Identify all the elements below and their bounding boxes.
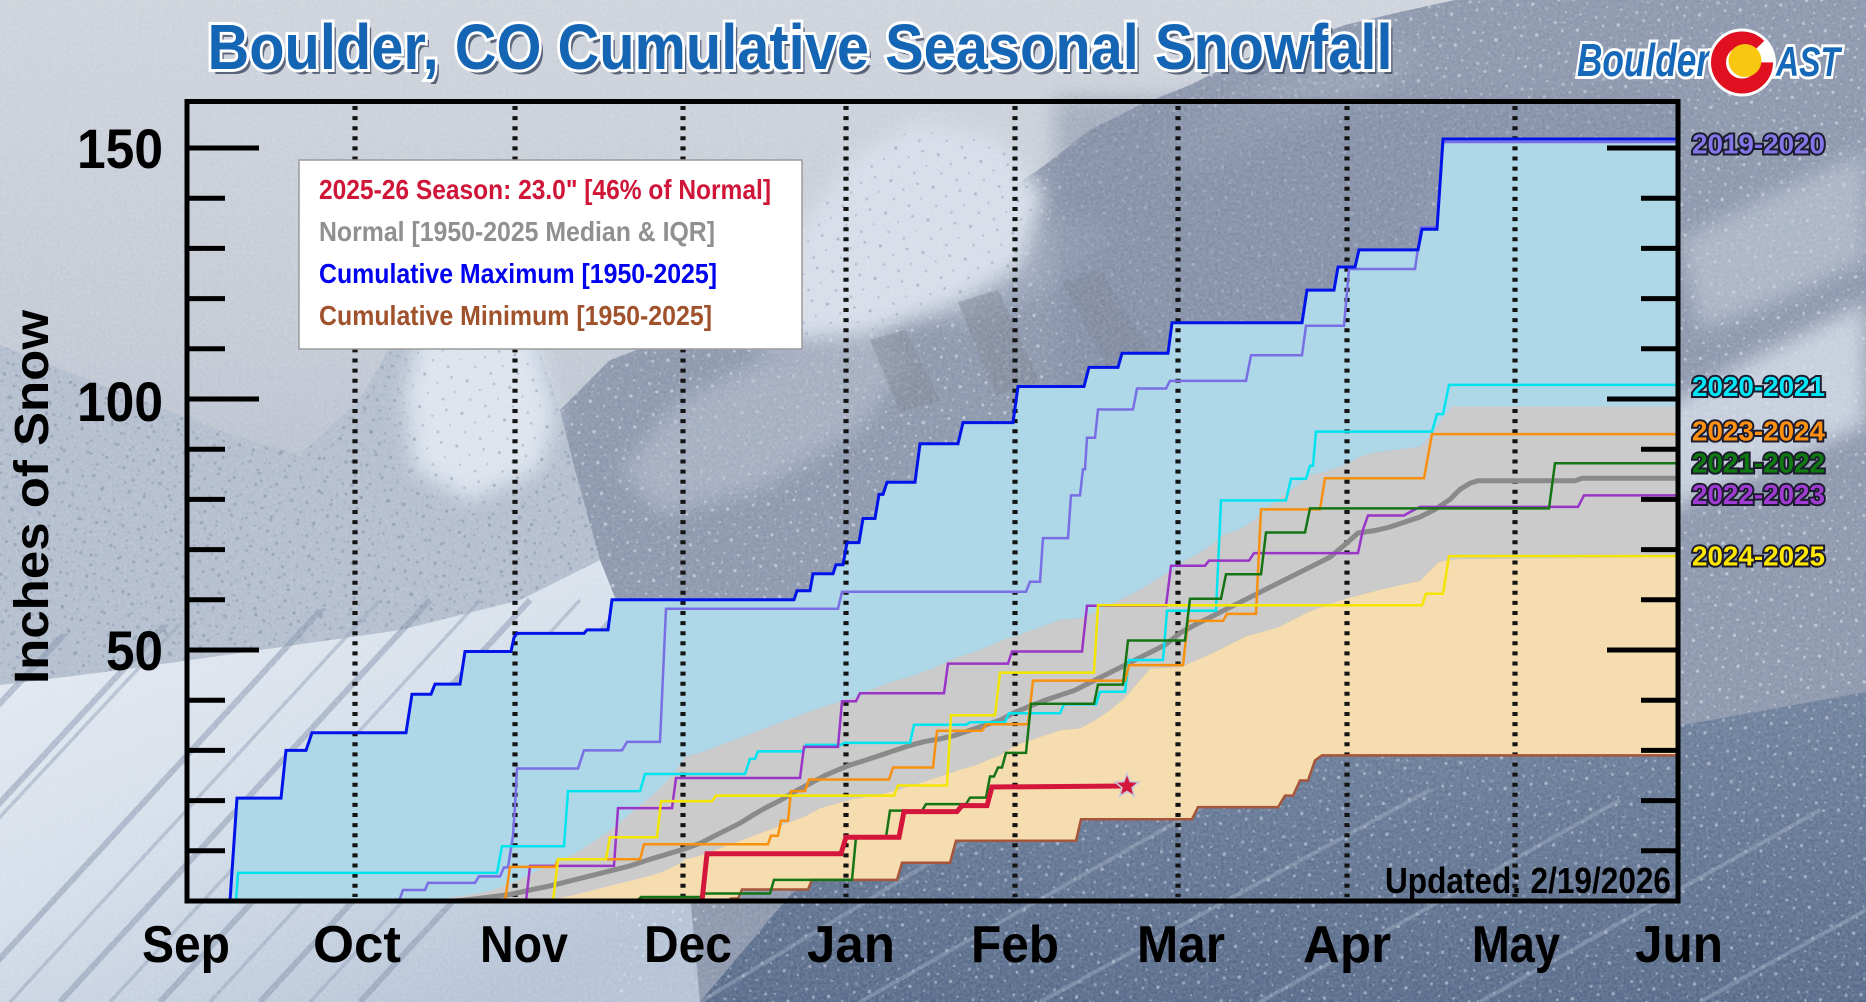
svg-text:AST: AST — [1775, 38, 1842, 85]
svg-text:50: 50 — [106, 619, 163, 682]
svg-text:Feb: Feb — [971, 916, 1059, 974]
svg-text:Oct: Oct — [313, 916, 401, 974]
svg-text:2025-26 Season: 23.0" [46% of: 2025-26 Season: 23.0" [46% of Normal] — [319, 174, 771, 205]
svg-text:Updated: 2/19/2026: Updated: 2/19/2026 — [1385, 860, 1671, 901]
svg-text:May: May — [1472, 916, 1560, 974]
svg-text:Dec: Dec — [644, 916, 732, 974]
svg-text:2023-2024: 2023-2024 — [1692, 416, 1825, 447]
svg-text:2024-2025: 2024-2025 — [1692, 540, 1825, 571]
svg-text:Inches of Snow: Inches of Snow — [6, 309, 59, 684]
svg-text:Boulder, CO Cumulative Seasona: Boulder, CO Cumulative Seasonal Snowfall — [212, 16, 1397, 88]
svg-text:Cumulative Maximum [1950-2025]: Cumulative Maximum [1950-2025] — [319, 258, 717, 289]
svg-text:Boulder, CO Cumulative Seasona: Boulder, CO Cumulative Seasonal Snowfall — [208, 11, 1393, 83]
svg-text:Jun: Jun — [1635, 916, 1723, 974]
svg-text:2021-2022: 2021-2022 — [1692, 448, 1825, 479]
svg-text:Boulder: Boulder — [1577, 34, 1712, 86]
svg-text:Cumulative Minimum [1950-2025]: Cumulative Minimum [1950-2025] — [319, 300, 712, 331]
svg-text:Nov: Nov — [480, 916, 568, 974]
svg-text:150: 150 — [77, 117, 163, 180]
svg-text:2020-2021: 2020-2021 — [1692, 371, 1825, 402]
svg-text:Sep: Sep — [142, 916, 230, 974]
svg-text:Mar: Mar — [1137, 916, 1225, 974]
svg-text:2022-2023: 2022-2023 — [1692, 479, 1825, 510]
svg-text:Apr: Apr — [1303, 916, 1391, 974]
svg-text:Jan: Jan — [807, 916, 895, 974]
svg-text:2019-2020: 2019-2020 — [1692, 128, 1825, 159]
svg-text:Normal [1950-2025 Median & IQR: Normal [1950-2025 Median & IQR] — [319, 216, 715, 247]
svg-text:100: 100 — [77, 370, 163, 433]
